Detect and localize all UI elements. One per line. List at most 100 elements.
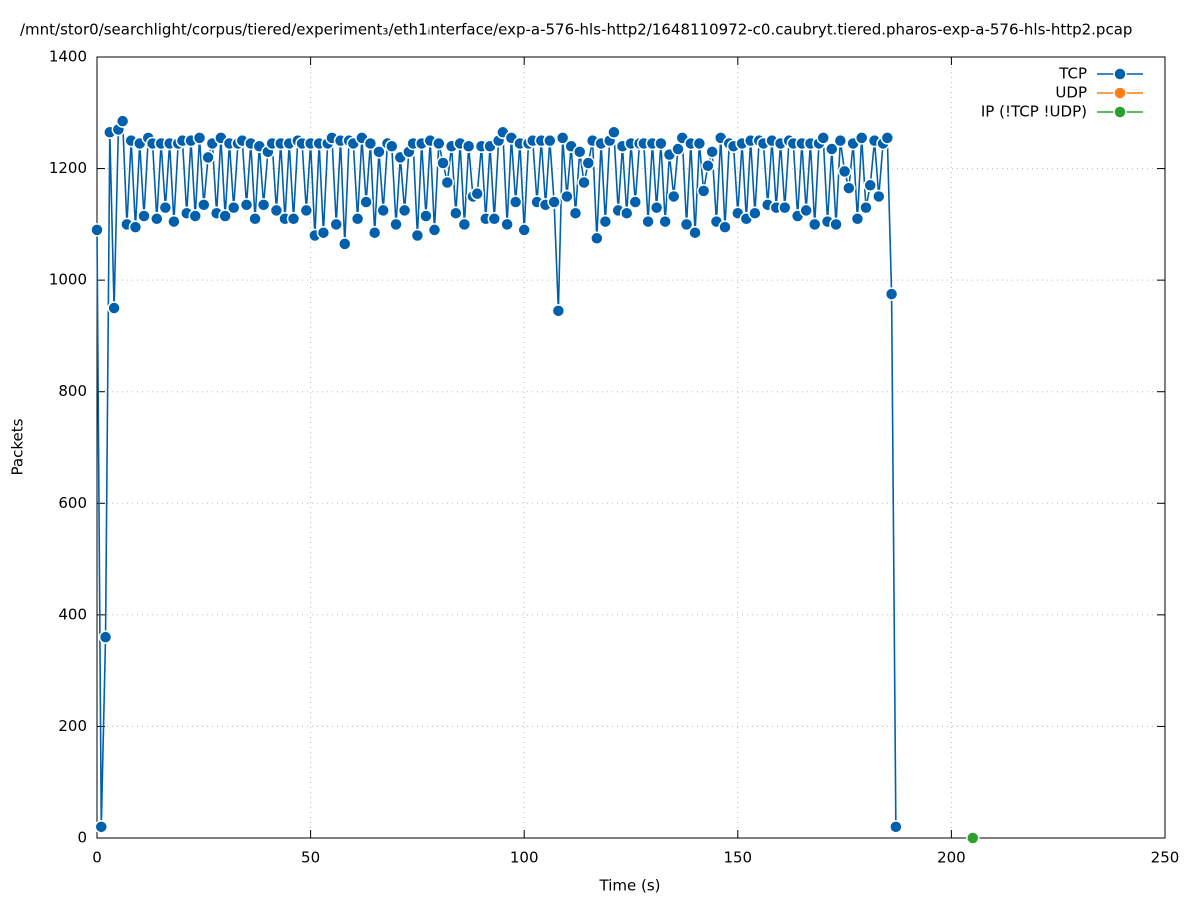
data-point [555,131,570,145]
data-point [607,125,621,140]
data-point [94,820,109,834]
data-point [598,214,613,229]
data-point [577,175,591,190]
legend-marker [1113,86,1127,100]
data-point [543,133,557,148]
data-point [581,156,596,170]
data-point [696,184,711,198]
data-point [966,831,980,845]
legend-marker [1113,105,1127,119]
data-point [269,203,284,218]
y-tick-label: 800 [58,382,87,400]
data-point [389,217,403,232]
data-point [150,212,164,226]
x-tick-label: 150 [723,849,752,867]
data-point [316,225,331,240]
data-point [98,630,113,644]
data-point [679,217,694,232]
data-point [884,287,899,301]
data-point [449,206,463,220]
data-point [397,203,412,218]
data-point [705,145,719,159]
data-point [671,142,685,156]
data-point [197,198,211,212]
data-point [560,189,574,204]
plot-border [96,56,1166,839]
data-point [863,178,877,193]
data-point [572,145,587,159]
data-point [427,223,442,237]
data-point [461,139,476,154]
data-point [500,217,514,232]
data-point [128,220,143,234]
data-point [889,820,903,834]
data-point [619,206,634,220]
data-point [649,200,664,215]
y-tick-label: 1400 [49,48,87,66]
series-line [96,118,897,827]
legend-label: IP (!TCP !UDP) [981,103,1087,121]
y-tick-label: 200 [58,717,87,735]
data-point [748,206,762,220]
x-tick-label: 100 [510,849,539,867]
y-tick-label: 1000 [49,271,87,289]
x-axis-label: Time (s) [599,877,661,895]
data-point [188,209,203,223]
data-point [239,198,254,212]
data-point [517,223,531,237]
data-point [350,212,365,226]
legend-label: UDP [1055,84,1087,102]
data-point [628,195,643,209]
data-point [90,223,104,237]
data-point [167,214,181,229]
y-tick-label: 1200 [49,159,87,177]
data-point [158,200,173,215]
data-point [436,156,450,170]
data-point [432,136,446,151]
data-point [338,237,352,251]
data-point [778,200,792,215]
data-point [508,195,523,209]
data-point [816,131,830,145]
y-axis-label: Packets [9,418,27,475]
data-point [872,189,886,204]
data-point [666,189,681,204]
data-point [551,304,566,318]
data-point [299,203,314,218]
data-point [807,217,822,232]
data-point [256,198,271,212]
data-point [218,209,232,223]
x-tick-label: 50 [301,849,320,867]
x-tick-label: 0 [92,849,102,867]
data-point [363,136,378,151]
data-point [547,195,561,209]
data-point [568,206,583,220]
data-point [440,175,455,190]
y-tick-label: 400 [58,605,87,623]
data-point [654,136,668,151]
data-point [359,195,373,209]
data-point [286,212,301,226]
data-point [880,131,895,145]
data-point [854,131,869,145]
data-point [641,214,655,229]
data-point [688,225,702,240]
data-point [201,150,215,165]
data-point [367,225,382,240]
legend-label: TCP [1058,65,1087,83]
data-point [137,209,151,223]
data-point [376,203,390,218]
data-point [718,220,732,234]
x-tick-label: 250 [1151,849,1180,867]
chart-title: /mnt/stor0/searchlight/corpus/tiered/exp… [20,21,1132,39]
data-point [701,159,715,173]
data-point [829,217,843,232]
data-point [850,212,865,226]
data-point [825,142,839,156]
data-point [470,186,484,201]
data-point [457,217,472,232]
data-point [658,214,672,229]
data-point [115,114,130,128]
data-point [192,131,207,145]
